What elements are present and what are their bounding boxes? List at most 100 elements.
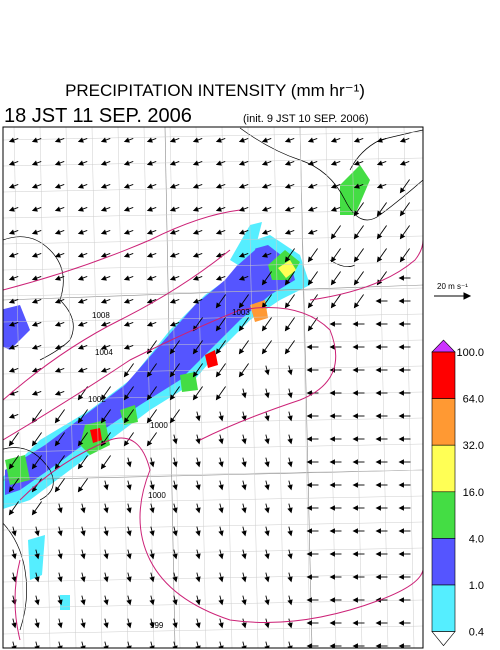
wind-arrow-head	[261, 229, 268, 235]
wind-arrow-head	[218, 415, 224, 422]
wind-arrow-head	[126, 576, 132, 583]
wind-arrow-head	[287, 369, 293, 376]
wind-arrow-head	[398, 574, 404, 580]
grid-line	[3, 469, 423, 479]
wind-arrow-head	[307, 183, 314, 189]
wind-arrow-head	[330, 137, 337, 143]
colorbar-label: 32.0	[463, 440, 484, 452]
wind-arrow-head	[307, 279, 314, 286]
wind-arrow-head	[8, 367, 15, 373]
isobar-label: 1003	[232, 308, 250, 317]
wind-arrow-head	[169, 394, 176, 401]
wind-arrow-head	[31, 137, 38, 143]
wind-arrow-head	[172, 438, 178, 445]
wind-arrow-head	[238, 229, 245, 235]
wind-arrow-head	[172, 461, 178, 468]
wind-arrow-head	[195, 484, 201, 491]
wind-arrow-head	[146, 440, 153, 447]
wind-arrow-head	[146, 137, 153, 143]
wind-arrow-head	[146, 183, 153, 189]
wind-arrow-head	[192, 371, 199, 378]
wind-arrow-head	[306, 344, 312, 350]
wind-arrow-head	[376, 160, 383, 166]
wind-arrow-head	[352, 413, 358, 419]
wind-arrow-head	[11, 622, 17, 629]
wind-arrow-head	[192, 348, 199, 355]
grid-line	[3, 443, 423, 453]
wind-arrow-head	[375, 574, 381, 580]
wind-arrow-head	[218, 530, 224, 537]
wind-arrow-head	[54, 137, 61, 143]
wind-arrow-head	[54, 252, 61, 258]
wind-arrow-head	[31, 390, 38, 396]
wind-arrow-head	[146, 371, 153, 378]
colorbar-label: 16.0	[463, 487, 484, 499]
grid-line	[117, 127, 129, 648]
wind-arrow-head	[31, 344, 38, 350]
wind-arrow-head	[169, 229, 176, 235]
isobar-labels: 1008 1004 1002 1000 1003 1000 999	[88, 308, 250, 630]
wind-arrow-head	[100, 463, 107, 470]
wind-arrow-head	[123, 298, 130, 304]
wind-arrow-head	[169, 417, 176, 424]
wind-arrow-head	[215, 137, 222, 143]
wind-arrow-head	[284, 137, 291, 143]
wind-arrow-head	[77, 321, 84, 327]
wind-arrow-head	[398, 275, 404, 281]
wind-arrow-head	[264, 484, 270, 491]
wind-arrow-head	[330, 160, 337, 166]
wind-arrow-head	[8, 440, 15, 447]
wind-arrow-head	[34, 553, 40, 560]
grid-line	[3, 157, 423, 167]
wind-arrow-head	[284, 256, 291, 263]
colorbar-segment	[431, 538, 456, 586]
wind-arrow-head	[352, 620, 358, 626]
wind-arrow-head	[54, 344, 61, 350]
wind-arrow-head	[399, 187, 406, 194]
wind-arrow-head	[329, 390, 335, 396]
wind-arrow-head	[192, 206, 199, 212]
wind-arrow-head	[215, 275, 222, 281]
wind-arrow-head	[261, 183, 268, 189]
wind-arrow-head	[77, 298, 84, 304]
wind-arrow-head	[264, 599, 270, 606]
wind-arrow-head	[284, 183, 291, 189]
wind-arrow-head	[31, 440, 38, 447]
precip-moderate	[5, 245, 295, 495]
wind-arrow-head	[287, 530, 293, 537]
wind-arrow-head	[398, 620, 404, 626]
wind-arrow-head	[8, 160, 15, 166]
wind-arrow-head	[77, 463, 84, 470]
wind-arrow-head	[261, 160, 268, 166]
wind-arrow-head	[264, 645, 270, 648]
wind-arrow-head	[123, 321, 130, 327]
wind-arrow-head	[353, 210, 360, 217]
colorbar-segment	[431, 398, 456, 446]
wind-arrow-head	[8, 321, 15, 327]
wind-arrow-head	[54, 229, 61, 235]
wind-arrow-head	[80, 507, 86, 514]
wind-arrow-head	[306, 436, 312, 442]
wind-arrow-head	[54, 367, 61, 373]
wind-arrow-head	[80, 576, 86, 583]
wind-arrow-head	[123, 344, 130, 350]
wind-arrow-head	[307, 229, 314, 235]
wind-arrow-head	[54, 417, 61, 424]
wind-arrow-head	[241, 507, 247, 514]
wind-arrow-head	[80, 622, 86, 629]
wind-arrow-head	[192, 137, 199, 143]
grid-line	[299, 127, 311, 648]
wind-arrow-head	[375, 459, 381, 465]
wind-arrow-head	[172, 507, 178, 514]
wind-arrow-head	[103, 645, 109, 648]
wind-arrow-head	[241, 461, 247, 468]
wind-arrow-head	[11, 645, 17, 648]
wind-arrow	[196, 641, 200, 648]
wind-arrow-head	[375, 620, 381, 626]
wind-arrow-head	[238, 137, 245, 143]
wind-arrow-head	[329, 344, 335, 350]
wind-arrow-head	[398, 482, 404, 488]
wind-arrow-head	[195, 645, 201, 648]
wind-arrow-head	[123, 206, 130, 212]
wind-arrow-head	[306, 643, 312, 648]
